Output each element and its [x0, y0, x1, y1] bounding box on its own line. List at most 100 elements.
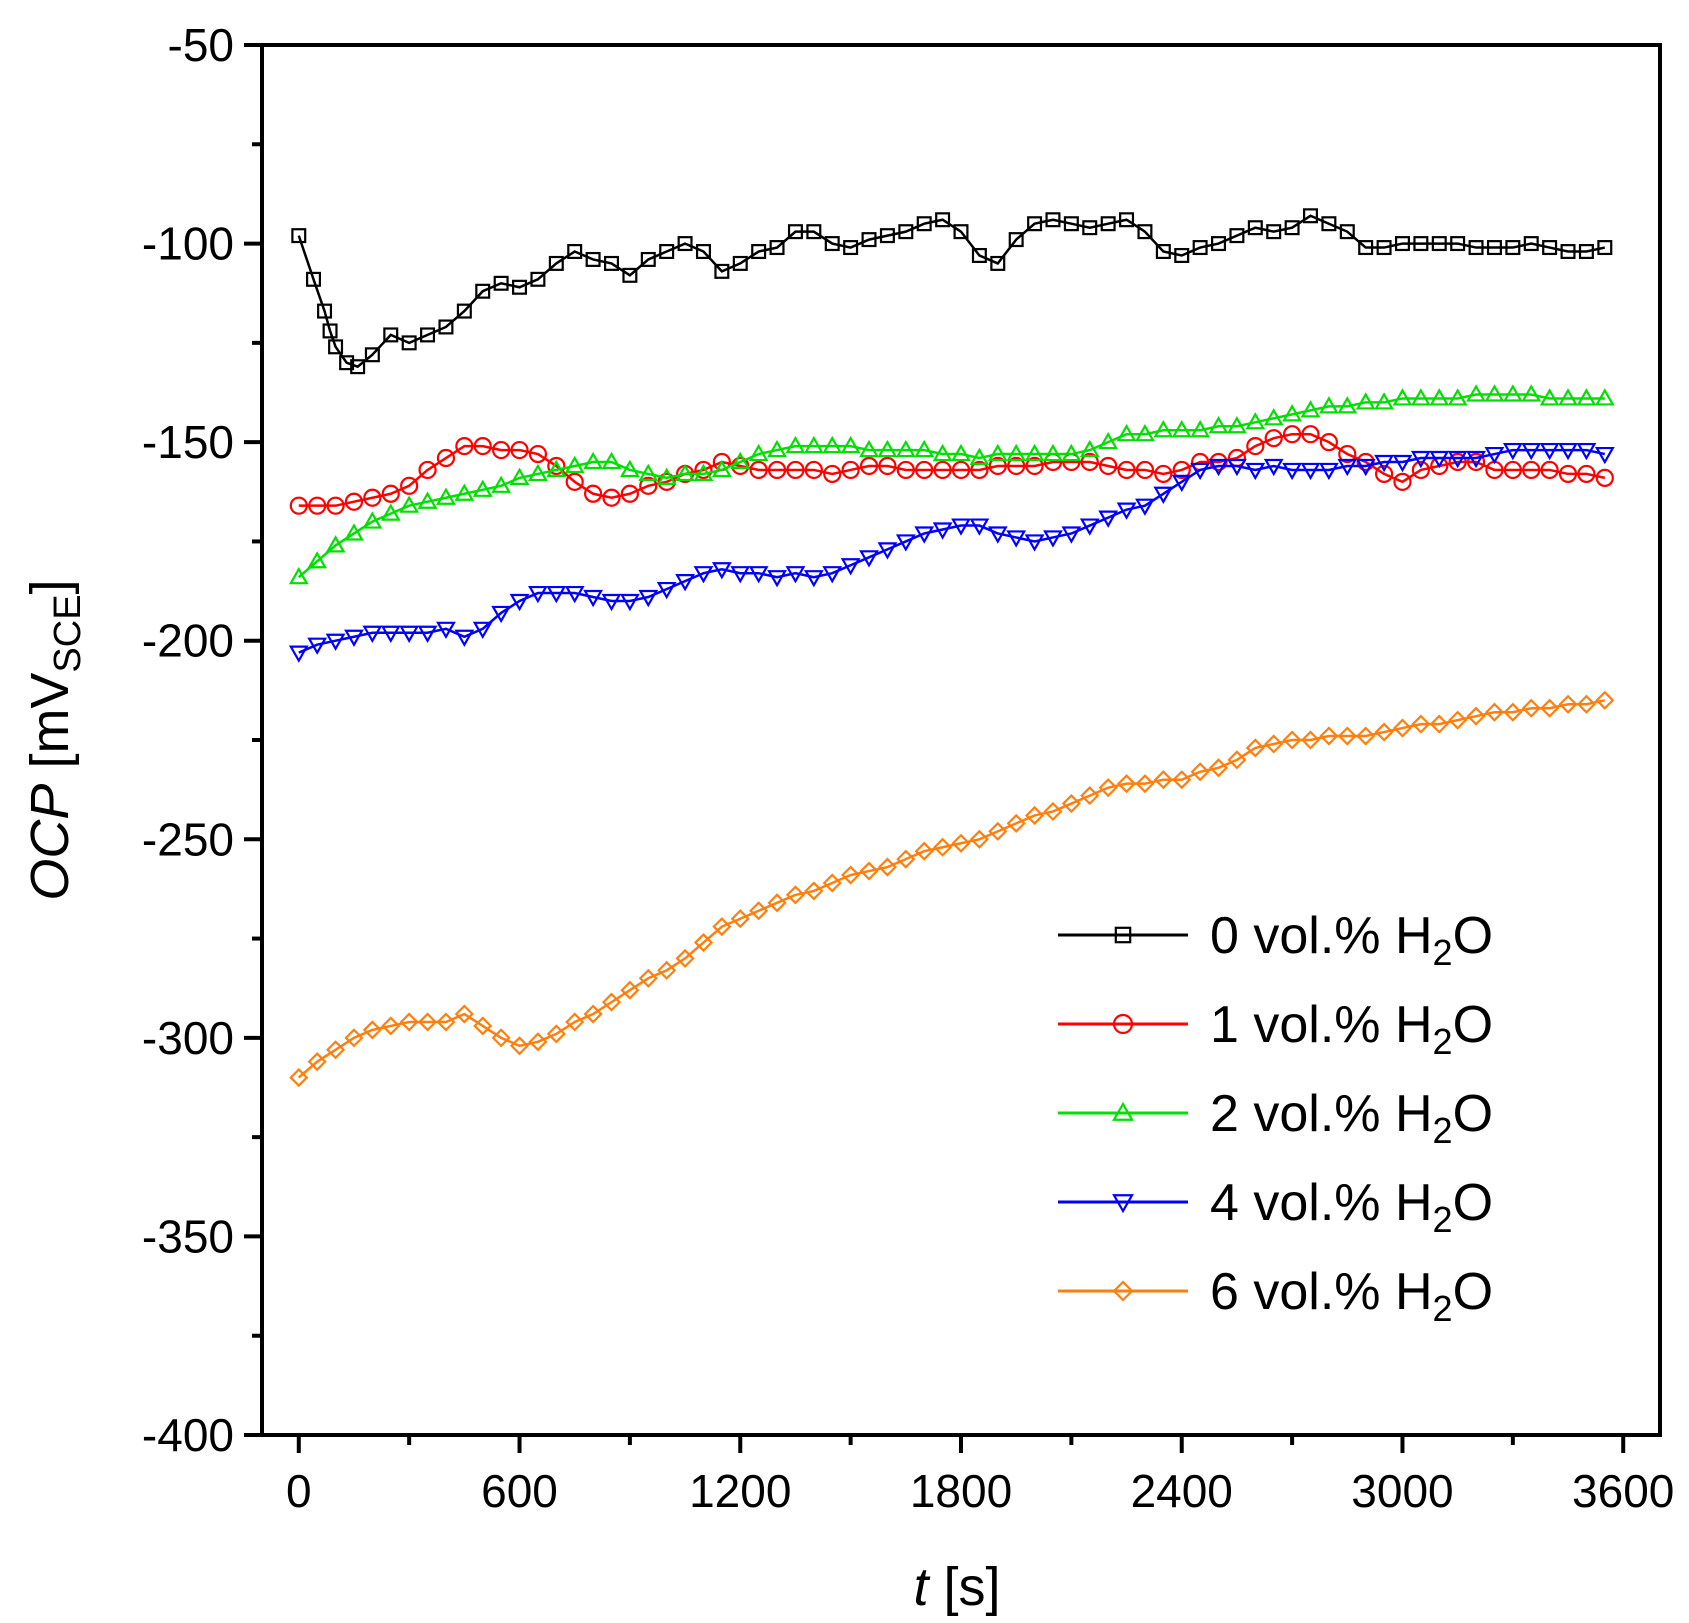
data-point — [1521, 698, 1541, 718]
data-point — [344, 1028, 364, 1048]
data-point — [454, 629, 475, 647]
data-point — [1045, 212, 1061, 228]
data-point — [916, 216, 932, 232]
y-tick-label: -50 — [168, 19, 234, 71]
data-point — [509, 1036, 530, 1056]
data-point — [417, 491, 438, 509]
data-point — [748, 443, 769, 462]
data-point — [693, 932, 714, 953]
data-point — [1116, 423, 1137, 442]
data-point — [546, 1024, 566, 1044]
data-point — [401, 335, 417, 351]
data-point — [528, 444, 548, 464]
data-point — [1429, 714, 1449, 734]
data-point — [1577, 464, 1596, 484]
data-point — [1355, 458, 1376, 477]
data-point — [1172, 460, 1191, 480]
data-point — [1063, 216, 1079, 232]
data-point — [307, 1052, 327, 1072]
data-point — [1245, 412, 1266, 430]
data-point — [491, 605, 512, 624]
data-point — [1337, 458, 1358, 477]
data-point — [362, 1020, 382, 1040]
legend-marker — [1112, 1194, 1134, 1214]
data-point — [693, 566, 714, 584]
data-point — [1539, 442, 1560, 461]
data-point — [620, 980, 640, 1000]
data-point — [1137, 224, 1153, 240]
data-point — [953, 224, 969, 240]
data-point — [896, 460, 915, 480]
data-point — [711, 459, 732, 478]
data-point — [767, 460, 787, 480]
data-point — [1264, 429, 1283, 448]
data-point — [1393, 472, 1412, 491]
data-point — [417, 625, 438, 643]
data-point — [1338, 444, 1357, 464]
data-point — [491, 475, 512, 493]
data-point — [512, 279, 528, 295]
data-point — [1576, 442, 1597, 461]
data-point — [436, 487, 456, 505]
data-point — [988, 821, 1008, 841]
data-point — [1227, 416, 1247, 434]
data-point — [1300, 462, 1321, 481]
data-point — [1358, 240, 1374, 256]
data-point — [1099, 456, 1118, 476]
data-point — [1153, 770, 1173, 790]
data-point — [730, 909, 750, 929]
data-point — [602, 488, 621, 507]
data-point — [454, 483, 475, 501]
data-point — [1172, 770, 1192, 790]
data-point — [1540, 698, 1560, 718]
data-point — [1008, 232, 1024, 248]
data-point — [1578, 244, 1594, 260]
data-point — [603, 255, 619, 271]
data-point — [1245, 738, 1265, 758]
data-point — [877, 439, 898, 458]
data-point — [1266, 224, 1282, 240]
y-tick-label: -250 — [142, 813, 234, 865]
data-point — [749, 901, 769, 921]
data-point — [565, 1012, 585, 1032]
data-point — [509, 467, 530, 485]
data-point — [288, 566, 309, 585]
data-point — [1558, 388, 1578, 406]
data-point — [564, 585, 585, 604]
data-point — [289, 1068, 309, 1088]
data-point — [1283, 425, 1302, 444]
data-point — [528, 585, 548, 604]
data-point — [877, 857, 897, 877]
data-point — [528, 463, 548, 482]
data-point — [748, 566, 769, 584]
data-point — [896, 849, 916, 869]
data-point — [824, 236, 840, 252]
data-point — [1043, 443, 1063, 462]
data-point — [1466, 450, 1486, 469]
data-point — [859, 456, 879, 476]
data-point — [1392, 454, 1413, 473]
data-point — [322, 323, 338, 339]
data-point — [383, 327, 399, 343]
y-tick-label: -400 — [142, 1409, 234, 1461]
data-point — [1466, 706, 1486, 726]
data-point — [1503, 460, 1522, 480]
data-point — [1302, 208, 1318, 224]
data-point — [970, 460, 989, 480]
data-point — [1282, 730, 1302, 750]
data-point — [1153, 486, 1174, 504]
data-point — [344, 523, 364, 541]
data-point — [456, 303, 472, 319]
data-point — [859, 439, 879, 458]
series-1 — [289, 425, 1614, 515]
data-point — [1208, 758, 1229, 778]
data-point — [1079, 518, 1100, 536]
data-point — [877, 542, 898, 560]
data-point — [730, 566, 751, 584]
data-point — [803, 570, 824, 588]
data-point — [732, 255, 748, 271]
data-point — [619, 593, 640, 612]
data-point — [1116, 502, 1137, 520]
x-tick-label: 2400 — [1131, 1465, 1233, 1517]
data-point — [288, 645, 309, 663]
